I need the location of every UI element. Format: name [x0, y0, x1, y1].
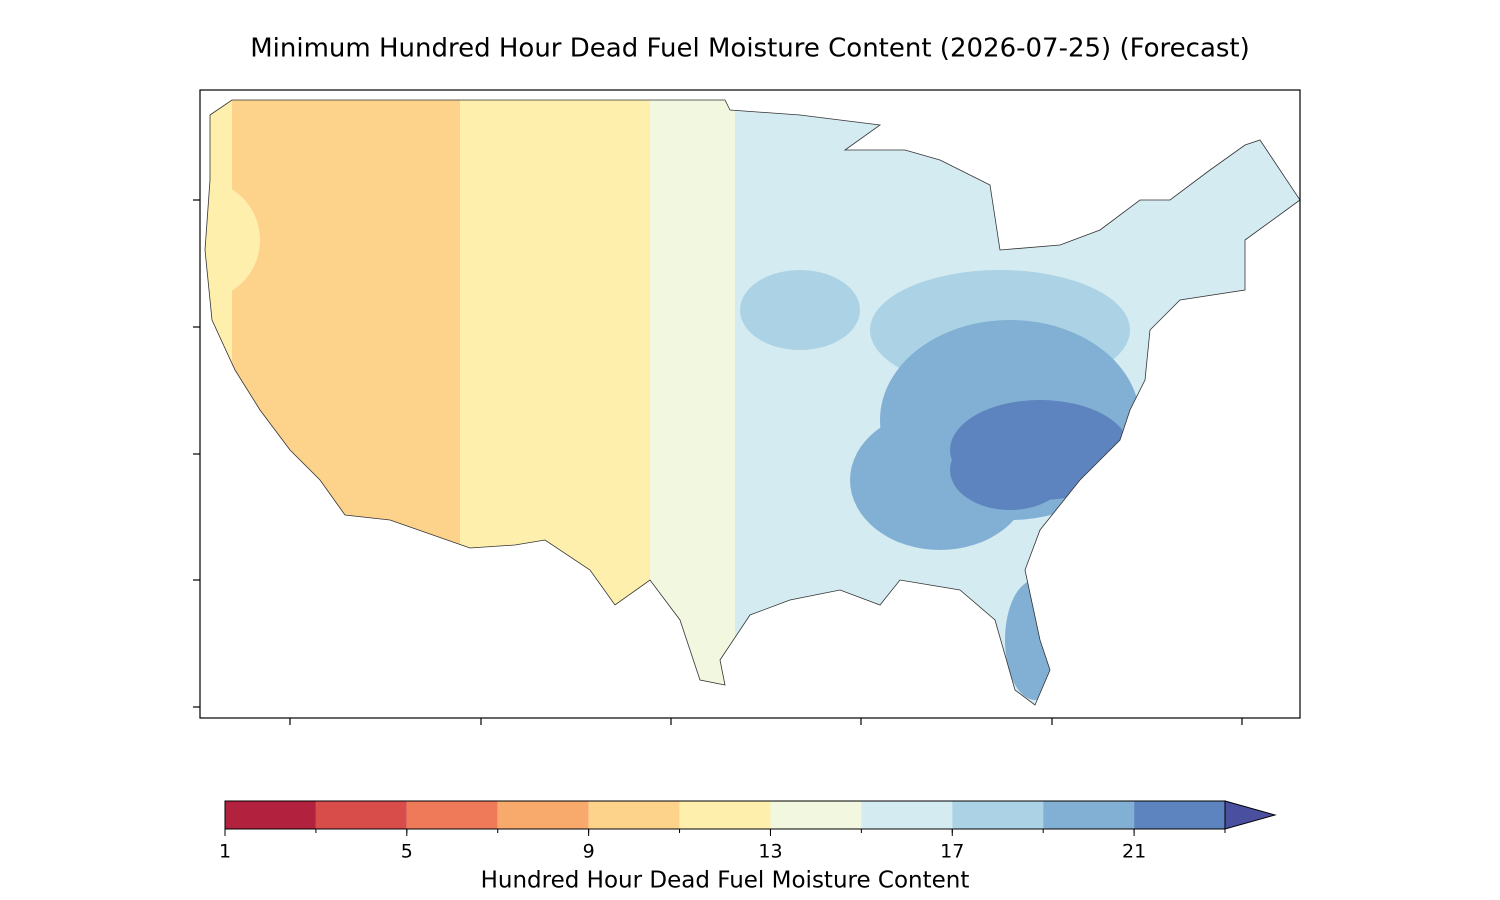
us-outline — [204, 99, 1301, 706]
colorbar-bin — [679, 801, 771, 829]
map-fill — [205, 100, 1300, 705]
field-blob — [1005, 580, 1065, 700]
colorbar-label: Hundred Hour Dead Fuel Moisture Content — [481, 868, 970, 894]
colorbar-tick-label: 5 — [401, 841, 413, 863]
colorbar-tick-label: 1 — [219, 841, 231, 863]
colorbar-bin — [770, 801, 862, 829]
frame-ticks — [193, 199, 1243, 725]
colorbar-bin — [315, 801, 407, 829]
field-band — [650, 100, 735, 705]
field-blob — [950, 430, 1070, 510]
colorbar-bin — [588, 801, 680, 829]
field-blob — [205, 180, 260, 300]
field-band — [460, 100, 650, 705]
field-band — [290, 100, 360, 270]
colorbar-extend — [1224, 800, 1277, 830]
colorbar-tick-label: 13 — [758, 841, 782, 863]
colorbar: 1 5 9 13 17 21 — [219, 800, 1277, 863]
colorbar-bin — [1043, 801, 1135, 829]
colorbar-bin — [406, 801, 498, 829]
colorbar-tick-label: 17 — [940, 841, 964, 863]
colorbar-bin — [1134, 801, 1225, 829]
colorbar-bin — [861, 801, 953, 829]
chart-title: Minimum Hundred Hour Dead Fuel Moisture … — [250, 34, 1250, 64]
colorbar-bin — [225, 801, 316, 829]
map-frame — [199, 89, 1301, 719]
colorbar-bin — [952, 801, 1044, 829]
colorbar-bin — [497, 801, 589, 829]
colorbar-frame — [224, 800, 1226, 830]
colorbar-tick-label: 9 — [583, 841, 595, 863]
field-blob — [740, 270, 860, 350]
colorbar-tick-label: 21 — [1122, 841, 1146, 863]
